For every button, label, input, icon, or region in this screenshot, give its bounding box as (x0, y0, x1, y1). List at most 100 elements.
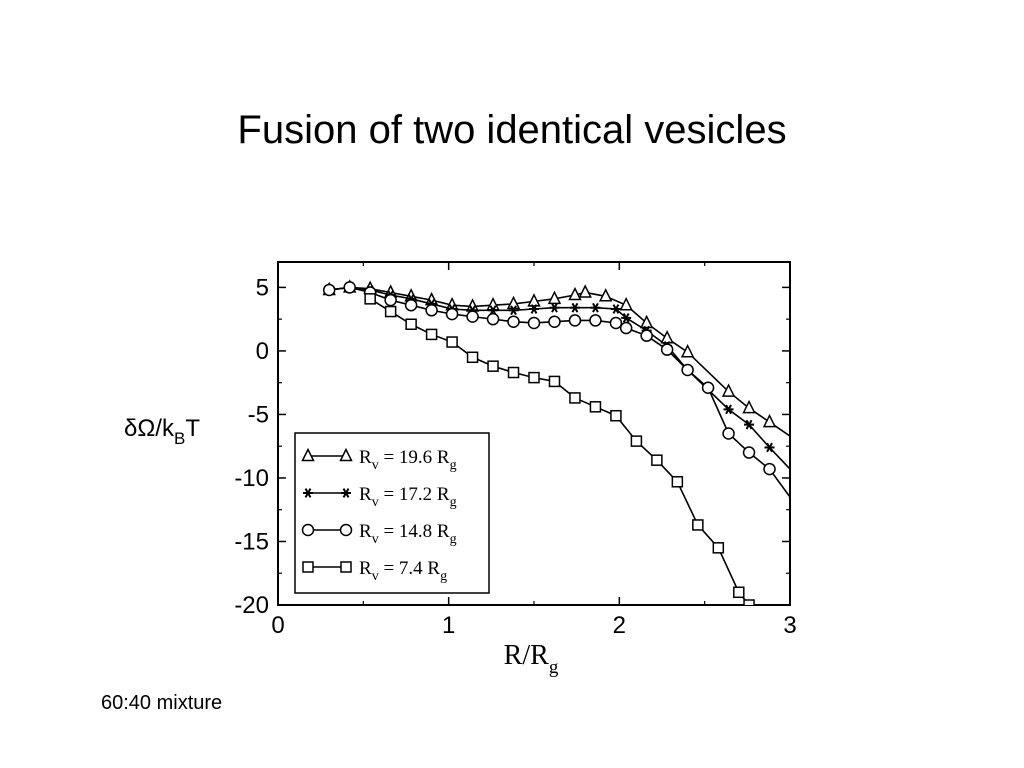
series-line-triangle (329, 286, 790, 437)
data-point-circle (660, 343, 674, 356)
data-point-circle (466, 310, 479, 323)
data-point-circle (507, 315, 520, 328)
data-point-triangle (547, 290, 562, 305)
legend-entry-star: Rv = 17.2 Rg (303, 484, 457, 510)
data-point-square (548, 375, 561, 388)
series-circle (322, 281, 790, 498)
data-point-circle (568, 314, 582, 327)
data-point-star (590, 302, 601, 313)
data-point-triangle (578, 284, 592, 298)
axis-ticks: 0 1 2 3 5 0 -5 -10 -15 -20 (234, 262, 797, 639)
data-point-square (630, 435, 643, 447)
data-point-triangle (721, 383, 736, 397)
star-stroke (551, 302, 558, 313)
legend-entries: Rv = 19.6 Rg Rv = 17.2 Rg Rv = 14.8 Rg Rv =… (301, 447, 457, 584)
data-point-circle (589, 314, 602, 327)
data-point-triangle (762, 413, 777, 428)
star-stroke (304, 488, 312, 498)
data-point-triangle (527, 293, 541, 307)
data-point-star (723, 404, 734, 415)
data-point-square (466, 351, 479, 364)
data-point-square (507, 366, 520, 379)
legend-marker (303, 488, 313, 498)
slide-title: Fusion of two identical vesicles (237, 108, 787, 152)
data-point-star (610, 304, 621, 314)
data-point-circle (640, 329, 653, 342)
data-point-circle (527, 316, 541, 330)
data-point-triangle (742, 399, 756, 414)
series-triangle (322, 279, 790, 437)
x-axis-label: R/Rg (504, 640, 559, 678)
star-stroke (571, 302, 579, 313)
legend-marker (301, 447, 315, 462)
legend-marker (302, 561, 314, 573)
data-point-square (425, 328, 438, 341)
y-tick-label: -5 (248, 401, 269, 428)
legend-label: Rv = 17.2 Rg (359, 484, 457, 510)
legend-label: Rv = 19.6 Rg (359, 447, 457, 473)
data-point-star (508, 305, 519, 316)
data-point-circle (742, 446, 756, 459)
star-stroke (612, 304, 620, 314)
x-tick-label: 0 (271, 612, 284, 639)
y-tick-label: -10 (234, 465, 269, 492)
series-star (324, 282, 790, 470)
data-point-square (743, 599, 755, 605)
legend-marker (339, 523, 353, 537)
data-point-square (446, 336, 458, 348)
star-stroke (592, 302, 599, 313)
star-stroke (745, 419, 753, 430)
x-tick-label: 2 (613, 612, 626, 639)
data-point-triangle (568, 286, 582, 301)
y-tick-label: -15 (234, 528, 269, 555)
data-point-circle (486, 312, 500, 326)
legend-entry-triangle: Rv = 19.6 Rg (301, 447, 457, 473)
series-layer (322, 279, 790, 605)
data-point-circle (609, 316, 623, 330)
y-tick-label: 5 (256, 274, 269, 301)
data-point-square (589, 401, 602, 413)
data-point-square (405, 318, 417, 330)
data-point-star (744, 419, 755, 430)
data-point-square (692, 519, 704, 531)
legend-marker (301, 523, 315, 537)
data-point-square (528, 371, 540, 384)
legend-entry-circle: Rv = 14.8 Rg (301, 521, 457, 547)
star-stroke (510, 305, 517, 316)
data-point-circle (619, 321, 633, 335)
data-point-square (610, 409, 622, 422)
data-point-circle (425, 304, 438, 317)
x-tick-label: 1 (442, 612, 455, 639)
data-point-circle (404, 298, 418, 312)
data-point-star (764, 442, 775, 453)
data-point-circle (701, 381, 715, 395)
data-point-square (712, 542, 725, 554)
data-point-square (487, 360, 499, 372)
star-stroke (622, 313, 630, 323)
star-stroke (342, 488, 350, 498)
data-point-square (671, 476, 684, 488)
data-point-square (733, 586, 745, 599)
star-stroke (725, 404, 732, 415)
data-point-triangle (619, 297, 633, 311)
star-stroke (530, 304, 538, 314)
data-point-square (364, 293, 376, 305)
legend-marker (339, 447, 353, 462)
data-point-circle (322, 283, 336, 297)
data-point-square (569, 392, 581, 404)
star-stroke (766, 442, 773, 453)
data-point-star (529, 304, 539, 314)
data-point-circle (343, 281, 356, 294)
data-point-square (384, 305, 397, 318)
legend-marker (341, 488, 351, 498)
data-point-star (569, 302, 580, 313)
data-point-circle (722, 427, 735, 440)
data-point-circle (681, 363, 694, 377)
data-point-triangle (598, 288, 613, 302)
legend-label: Rv = 14.8 Rg (359, 521, 457, 547)
data-point-square (651, 454, 663, 466)
series-square (364, 293, 755, 605)
legend: Rv = 19.6 Rg Rv = 17.2 Rg Rv = 14.8 Rg Rv =… (294, 432, 490, 594)
x-tick-label: 3 (783, 612, 796, 639)
